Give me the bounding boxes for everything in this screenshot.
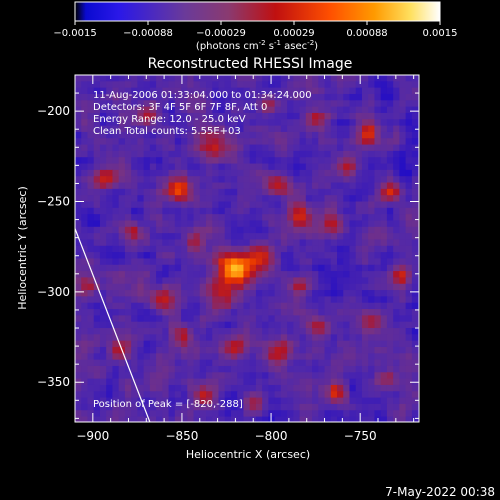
time-range-text: 11-Aug-2006 01:33:04.000 to 01:34:24.000	[93, 90, 312, 101]
colorbar-tick-label: 0.00029	[273, 28, 314, 39]
colorbar: −0.0015 −0.00088 −0.00029 0.00029 0.00088 0.0…	[53, 1, 458, 52]
y-tick-label: −350	[37, 375, 70, 389]
colorbar-tick-label: −0.00029	[196, 28, 246, 39]
x-axis-label: Heliocentric X (arcsec)	[186, 448, 310, 461]
energy-range-text: Energy Range: 12.0 - 25.0 keV	[93, 114, 246, 125]
colorbar-unit-label: (photons cm-2 s-1 asec-2)	[196, 39, 318, 52]
heatmap-image	[75, 75, 419, 422]
clean-counts-text: Clean Total counts: 5.55E+03	[93, 126, 241, 137]
colorbar-tick-label: −0.0015	[53, 28, 96, 39]
solar-limb-line	[75, 228, 151, 422]
y-tick-label: −250	[37, 195, 70, 209]
colorbar-gradient	[74, 1, 441, 22]
footer-timestamp: 7-May-2022 00:38	[385, 485, 495, 499]
observation-info: 11-Aug-2006 01:33:04.000 to 01:34:24.000…	[93, 90, 312, 410]
plot-axes: −900 −850 −800 −750 −200 −250 −300 −350	[37, 74, 419, 443]
y-axis-label: Heliocentric Y (arcsec)	[16, 186, 29, 310]
colorbar-tick-label: 0.0015	[423, 28, 458, 39]
y-tick-label: −200	[37, 104, 70, 118]
peak-position-text: Position of Peak = [-820,-288]	[93, 399, 243, 410]
x-tick-label: −750	[344, 429, 377, 443]
colorbar-tick-label: −0.00088	[123, 28, 173, 39]
x-tick-label: −800	[255, 429, 288, 443]
chart-title: Reconstructed RHESSI Image	[148, 56, 353, 72]
x-tick-label: −900	[76, 429, 109, 443]
plot-frame	[74, 74, 420, 423]
y-tick-label: −300	[37, 285, 70, 299]
colorbar-ticks: −0.0015 −0.00088 −0.00029 0.00029 0.00088 0.0…	[53, 21, 458, 39]
x-tick-label: −850	[165, 429, 198, 443]
detectors-text: Detectors: 3F 4F 5F 6F 7F 8F, Att 0	[93, 102, 267, 113]
colorbar-tick-label: 0.00088	[346, 28, 387, 39]
